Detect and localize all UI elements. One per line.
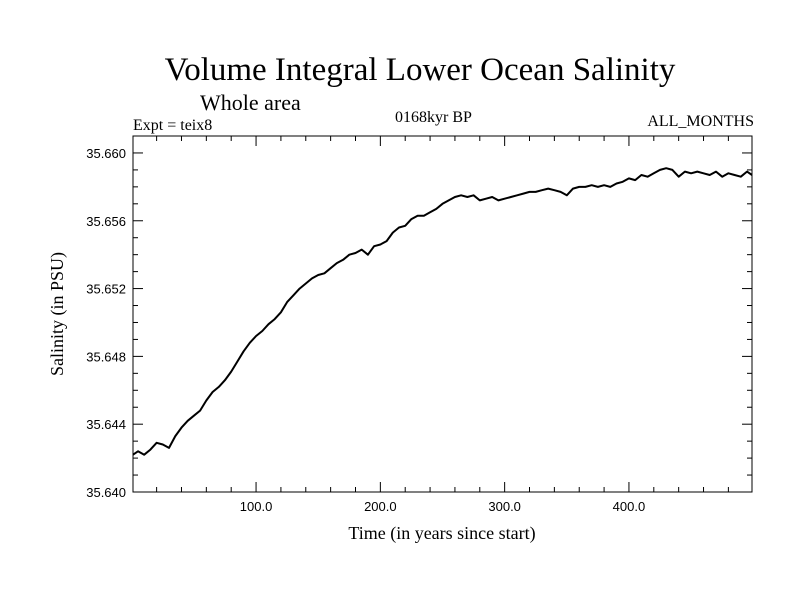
x-tick-label: 100.0 [240, 499, 273, 514]
y-tick-label: 35.640 [86, 485, 126, 500]
x-tick-label: 400.0 [613, 499, 646, 514]
experiment-label: Expt = teix8 [133, 117, 213, 134]
x-axis-label: Time (in years since start) [348, 523, 535, 544]
tick-labels: 100.0 200.0 300.0 400.0 35.640 35.644 35.648 35… [86, 146, 645, 514]
chart-subtitle: Whole area [200, 90, 301, 115]
period-label: 0168kyr BP [395, 109, 472, 126]
y-tick-label: 35.660 [86, 146, 126, 161]
y-tick-label: 35.648 [86, 349, 126, 364]
y-tick-label: 35.644 [86, 417, 126, 432]
y-axis-label: Salinity (in PSU) [47, 252, 68, 376]
x-tick-label: 200.0 [364, 499, 397, 514]
series-line [132, 167, 753, 456]
plot-frame [132, 135, 753, 493]
major-ticks [133, 136, 752, 493]
chart-title: Volume Integral Lower Ocean Salinity [164, 52, 676, 88]
x-tick-label: 300.0 [488, 499, 521, 514]
minor-ticks [133, 135, 752, 492]
months-label: ALL_MONTHS [647, 113, 754, 130]
y-tick-label: 35.652 [86, 282, 126, 297]
y-tick-label: 35.656 [86, 214, 126, 229]
